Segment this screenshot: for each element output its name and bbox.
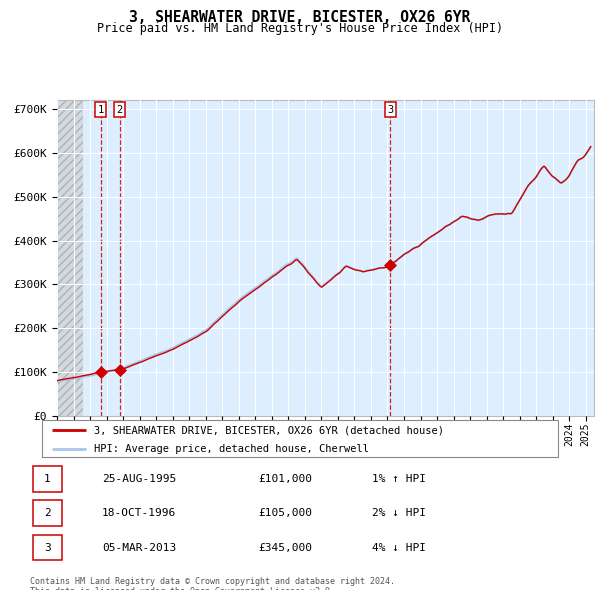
Text: Contains HM Land Registry data © Crown copyright and database right 2024.
This d: Contains HM Land Registry data © Crown c…	[30, 577, 395, 590]
Text: 3: 3	[387, 105, 394, 115]
Text: 2: 2	[116, 105, 123, 115]
Text: 4% ↓ HPI: 4% ↓ HPI	[372, 543, 426, 552]
Text: 25-AUG-1995: 25-AUG-1995	[102, 474, 176, 484]
Text: 18-OCT-1996: 18-OCT-1996	[102, 509, 176, 518]
Text: 3: 3	[44, 543, 51, 552]
Text: 1: 1	[98, 105, 104, 115]
Text: HPI: Average price, detached house, Cherwell: HPI: Average price, detached house, Cher…	[94, 444, 368, 454]
Text: 2% ↓ HPI: 2% ↓ HPI	[372, 509, 426, 518]
Text: £105,000: £105,000	[258, 509, 312, 518]
Text: 05-MAR-2013: 05-MAR-2013	[102, 543, 176, 552]
Text: 3, SHEARWATER DRIVE, BICESTER, OX26 6YR (detached house): 3, SHEARWATER DRIVE, BICESTER, OX26 6YR …	[94, 425, 443, 435]
Text: 1% ↑ HPI: 1% ↑ HPI	[372, 474, 426, 484]
Text: £345,000: £345,000	[258, 543, 312, 552]
Bar	[57, 100, 83, 416]
Text: 3, SHEARWATER DRIVE, BICESTER, OX26 6YR: 3, SHEARWATER DRIVE, BICESTER, OX26 6YR	[130, 10, 470, 25]
Text: £101,000: £101,000	[258, 474, 312, 484]
Text: Price paid vs. HM Land Registry's House Price Index (HPI): Price paid vs. HM Land Registry's House …	[97, 22, 503, 35]
Text: 2: 2	[44, 509, 51, 518]
Text: 1: 1	[44, 474, 51, 484]
